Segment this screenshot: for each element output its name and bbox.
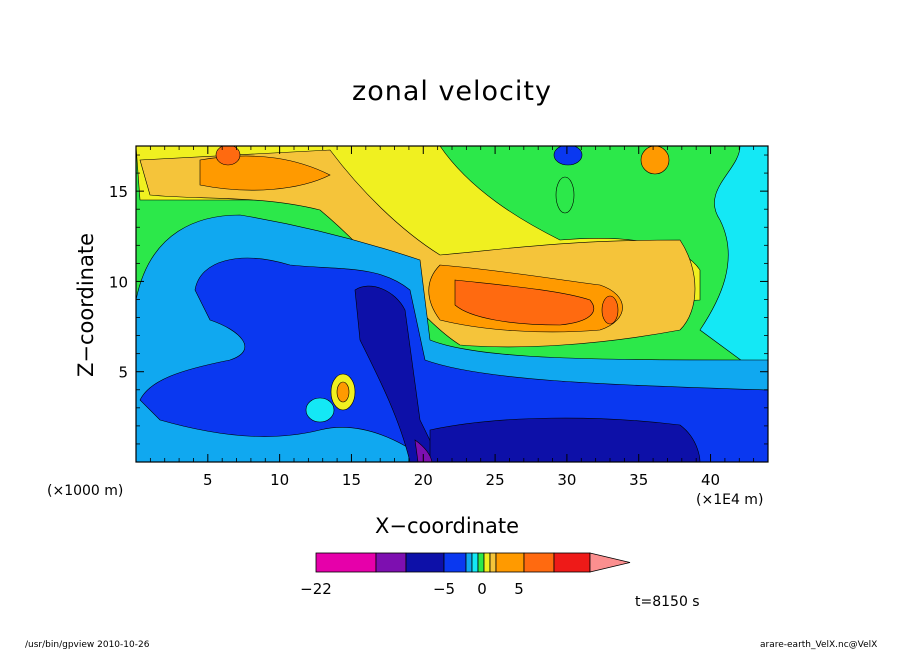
x-tick-label-15: 15	[342, 471, 361, 489]
band-red-orange-right	[601, 295, 619, 325]
colorbar-swatch	[443, 552, 467, 573]
band-navy-top	[553, 146, 583, 166]
band-red-orange-top	[215, 146, 241, 166]
colorbar-swatch	[315, 552, 377, 573]
y-axis-label: Z−coordinate	[74, 233, 98, 377]
colorbar-label: 5	[514, 580, 524, 598]
colorbar-extend-arrow	[589, 552, 631, 573]
colorbar-swatch	[495, 552, 525, 573]
x-axis-label: X−coordinate	[375, 514, 519, 538]
colorbar-swatch	[483, 552, 491, 573]
x-tick-label-40: 40	[701, 471, 720, 489]
x-tick-label-20: 20	[414, 471, 433, 489]
footer-left: /usr/bin/gpview 2010-10-26	[25, 640, 150, 650]
colorbar-swatch	[477, 552, 485, 573]
band-green-right	[555, 176, 575, 214]
colorbar-swatch	[375, 552, 407, 573]
x-tick-label-10: 10	[270, 471, 289, 489]
colorbar-swatch	[471, 552, 479, 573]
colorbar-swatch	[523, 552, 555, 573]
y-tick-label-15: 15	[109, 183, 128, 201]
colorbar-swatch	[465, 552, 473, 573]
band-cyan-blob	[305, 397, 335, 423]
band-orange-topright	[640, 146, 670, 175]
colorbar-label: 0	[477, 580, 487, 598]
x-tick-label-30: 30	[557, 471, 576, 489]
time-annotation: t=8150 s	[635, 594, 700, 610]
x-tick-label-5: 5	[203, 471, 213, 489]
band-orange-blob	[336, 381, 350, 403]
band-purple-bottom	[429, 417, 701, 462]
colorbar-label: −22	[300, 580, 332, 598]
colorbar: −22 −5 0 5	[300, 552, 631, 598]
colorbar-swatch	[489, 552, 497, 573]
colorbar-label: −5	[433, 580, 455, 598]
contour-fill-group	[136, 146, 768, 462]
y-tick-label-10: 10	[109, 273, 128, 291]
colorbar-swatch	[405, 552, 445, 573]
y-axis-unit-label: (×1000 m)	[47, 483, 124, 499]
x-axis-unit-label: (×1E4 m)	[696, 492, 764, 508]
band-cyan-right	[136, 146, 768, 381]
band-magenta	[414, 439, 433, 462]
y-tick-label-5: 5	[118, 364, 128, 382]
x-tick-label-25: 25	[486, 471, 505, 489]
footer-right: arare-earth_VelX.nc@VelX	[760, 640, 878, 650]
chart-title: zonal velocity	[352, 76, 552, 107]
x-tick-label-35: 35	[629, 471, 648, 489]
band-red-orange	[454, 279, 595, 326]
colorbar-swatch	[553, 552, 591, 573]
